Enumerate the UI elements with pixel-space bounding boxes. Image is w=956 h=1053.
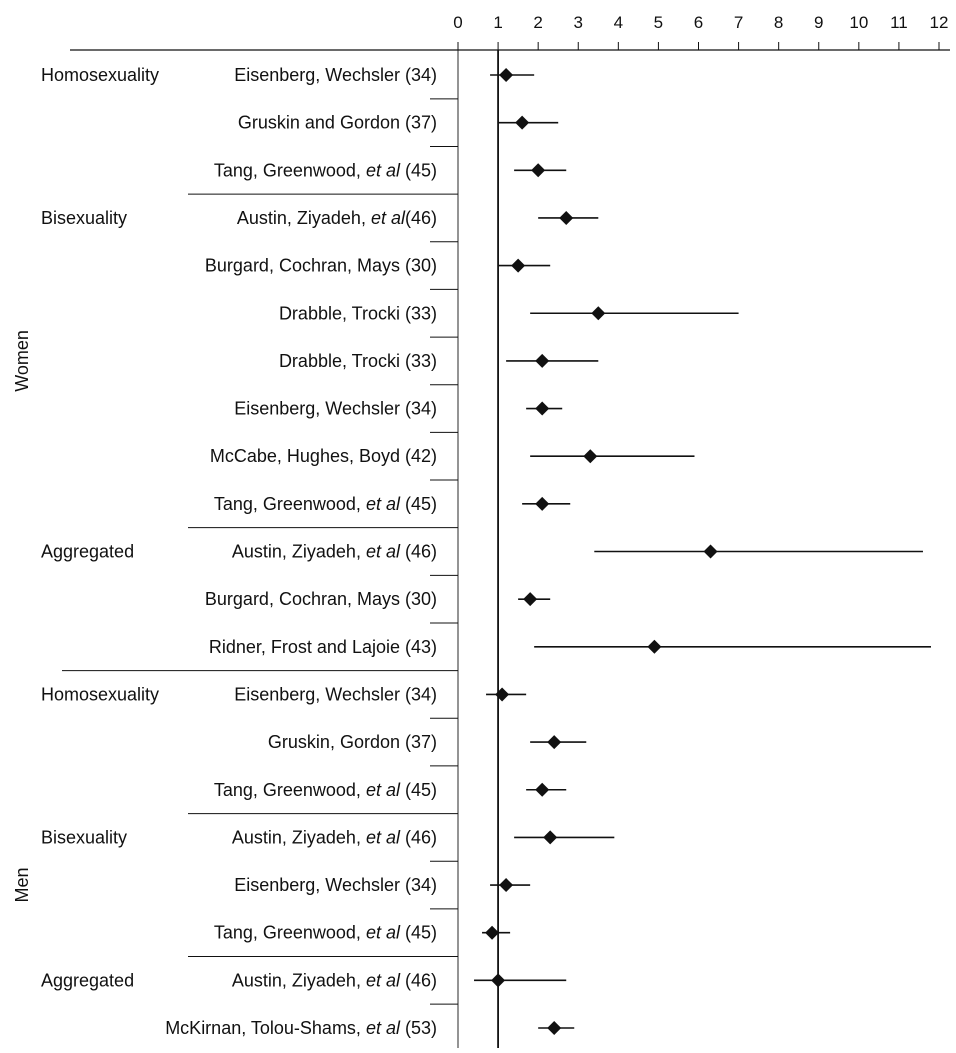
study-label: McCabe, Hughes, Boyd (42) xyxy=(210,446,437,466)
point-estimate-marker xyxy=(535,353,550,368)
x-tick-label: 6 xyxy=(694,13,703,32)
point-estimates xyxy=(485,68,718,1035)
section-dividers xyxy=(62,98,458,1005)
x-tick-label: 0 xyxy=(453,13,462,32)
subgroup-label: Bisexuality xyxy=(41,208,127,228)
study-label: Eisenberg, Wechsler (34) xyxy=(234,399,437,419)
x-tick-label: 10 xyxy=(849,13,868,32)
subgroup-label: Aggregated xyxy=(41,542,134,562)
point-estimate-marker xyxy=(535,782,550,797)
study-labels: Eisenberg, Wechsler (34) Gruskin and Gord… xyxy=(165,65,437,1038)
study-label: Austin, Ziyadeh, et al (46) xyxy=(232,970,437,990)
point-estimate-marker xyxy=(559,210,574,225)
point-estimate-marker xyxy=(543,830,558,845)
study-label: Gruskin, Gordon (37) xyxy=(268,732,437,752)
point-estimate-marker xyxy=(535,401,550,416)
x-tick-label: 11 xyxy=(890,13,908,32)
point-estimate-marker xyxy=(703,544,718,559)
subgroup-labels: Homosexuality Bisexuality Aggregated Homose… xyxy=(41,65,159,990)
x-tick-label: 4 xyxy=(614,13,623,32)
point-estimate-marker xyxy=(647,639,662,654)
x-axis: 0 1 2 3 4 5 6 7 8 9 10 11 12 xyxy=(70,13,950,1048)
study-label: Austin, Ziyadeh, et al (46) xyxy=(232,827,437,847)
x-tick-label: 5 xyxy=(654,13,663,32)
point-estimate-marker xyxy=(547,1021,562,1035)
point-estimate-marker xyxy=(515,115,530,130)
study-label: Tang, Greenwood, et al (45) xyxy=(214,780,437,800)
study-label: Tang, Greenwood, et al (45) xyxy=(214,923,437,943)
subgroup-label: Homosexuality xyxy=(41,684,159,704)
study-label: Drabble, Trocki (33) xyxy=(279,303,437,323)
point-estimate-marker xyxy=(547,735,562,750)
point-estimate-marker xyxy=(511,258,526,273)
study-label: Tang, Greenwood, et al (45) xyxy=(214,494,437,514)
x-tick-label: 8 xyxy=(774,13,783,32)
subgroup-label: Bisexuality xyxy=(41,827,127,847)
point-estimate-marker xyxy=(499,878,514,893)
point-estimate-marker xyxy=(485,925,500,940)
group-labels: Women Men xyxy=(12,330,32,903)
group-label: Women xyxy=(12,330,32,392)
study-label: Burgard, Cochran, Mays (30) xyxy=(205,589,437,609)
x-tick-label: 9 xyxy=(814,13,823,32)
study-label: Tang, Greenwood, et al (45) xyxy=(214,160,437,180)
study-label: Austin, Ziyadeh, et al(46) xyxy=(237,208,437,228)
point-estimate-marker xyxy=(583,449,598,464)
study-label: Gruskin and Gordon (37) xyxy=(238,113,437,133)
study-label: Austin, Ziyadeh, et al (46) xyxy=(232,542,437,562)
x-tick-label: 12 xyxy=(930,13,949,32)
study-label: Drabble, Trocki (33) xyxy=(279,351,437,371)
study-label: Eisenberg, Wechsler (34) xyxy=(234,875,437,895)
point-estimate-marker xyxy=(523,592,538,607)
point-estimate-marker xyxy=(491,973,506,988)
x-tick-label: 3 xyxy=(574,13,583,32)
study-label: McKirnan, Tolou-Shams, et al (53) xyxy=(165,1018,437,1038)
group-label: Men xyxy=(12,868,32,903)
study-label: Burgard, Cochran, Mays (30) xyxy=(205,256,437,276)
point-estimate-marker xyxy=(495,687,510,702)
subgroup-label: Homosexuality xyxy=(41,65,159,85)
x-tick-label: 1 xyxy=(493,13,502,32)
x-tick-label: 2 xyxy=(533,13,542,32)
study-label: Eisenberg, Wechsler (34) xyxy=(234,65,437,85)
study-label: Eisenberg, Wechsler (34) xyxy=(234,684,437,704)
subgroup-label: Aggregated xyxy=(41,970,134,990)
point-estimate-marker xyxy=(591,306,606,321)
point-estimate-marker xyxy=(531,163,546,178)
point-estimate-marker xyxy=(499,68,514,82)
study-label: Ridner, Frost and Lajoie (43) xyxy=(209,637,437,657)
point-estimate-marker xyxy=(535,496,550,511)
confidence-intervals xyxy=(474,74,931,1029)
x-tick-label: 7 xyxy=(734,13,743,32)
